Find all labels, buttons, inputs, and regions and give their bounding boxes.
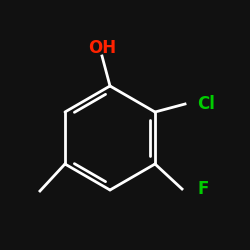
Text: OH: OH: [88, 39, 116, 57]
Text: F: F: [197, 180, 208, 198]
Text: Cl: Cl: [197, 95, 215, 113]
